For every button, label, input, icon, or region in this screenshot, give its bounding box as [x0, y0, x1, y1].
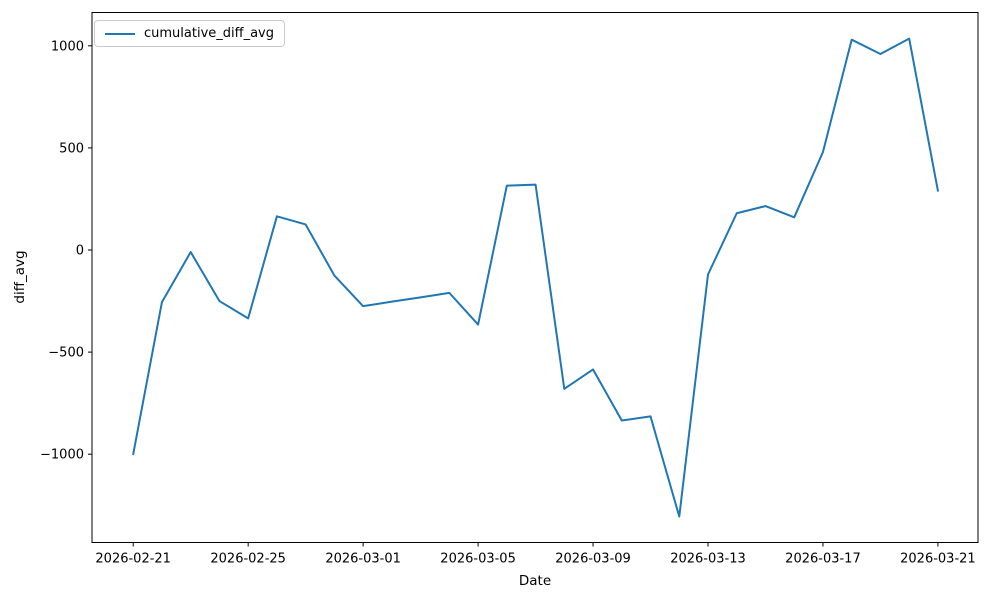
x-tick-label: 2026-03-05	[440, 552, 516, 567]
x-tick-label: 2026-03-17	[785, 552, 861, 567]
y-axis-label: diff_avg	[12, 250, 28, 304]
y-tick-label: 500	[59, 141, 84, 156]
x-axis-label: Date	[518, 573, 552, 589]
x-tick-label: 2026-02-21	[95, 552, 171, 567]
x-tick-label: 2026-03-13	[670, 552, 746, 567]
legend-line-sample	[105, 32, 135, 35]
y-tick-label: 1000	[51, 39, 84, 54]
y-tick-label: −1000	[40, 448, 84, 463]
x-tick-label: 2026-03-09	[555, 552, 631, 567]
x-tick-label: 2026-03-01	[325, 552, 401, 567]
legend-label: cumulative_diff_avg	[144, 26, 274, 41]
data-line-cumulative-diff-avg	[132, 37, 939, 518]
x-tick-label: 2026-02-25	[210, 552, 286, 567]
legend: cumulative_diff_avg	[94, 20, 285, 47]
x-tick-label: 2026-03-21	[900, 552, 976, 567]
axes-spines	[91, 12, 979, 543]
y-tick-label: −500	[48, 346, 84, 361]
y-tick-label: 0	[76, 244, 84, 259]
